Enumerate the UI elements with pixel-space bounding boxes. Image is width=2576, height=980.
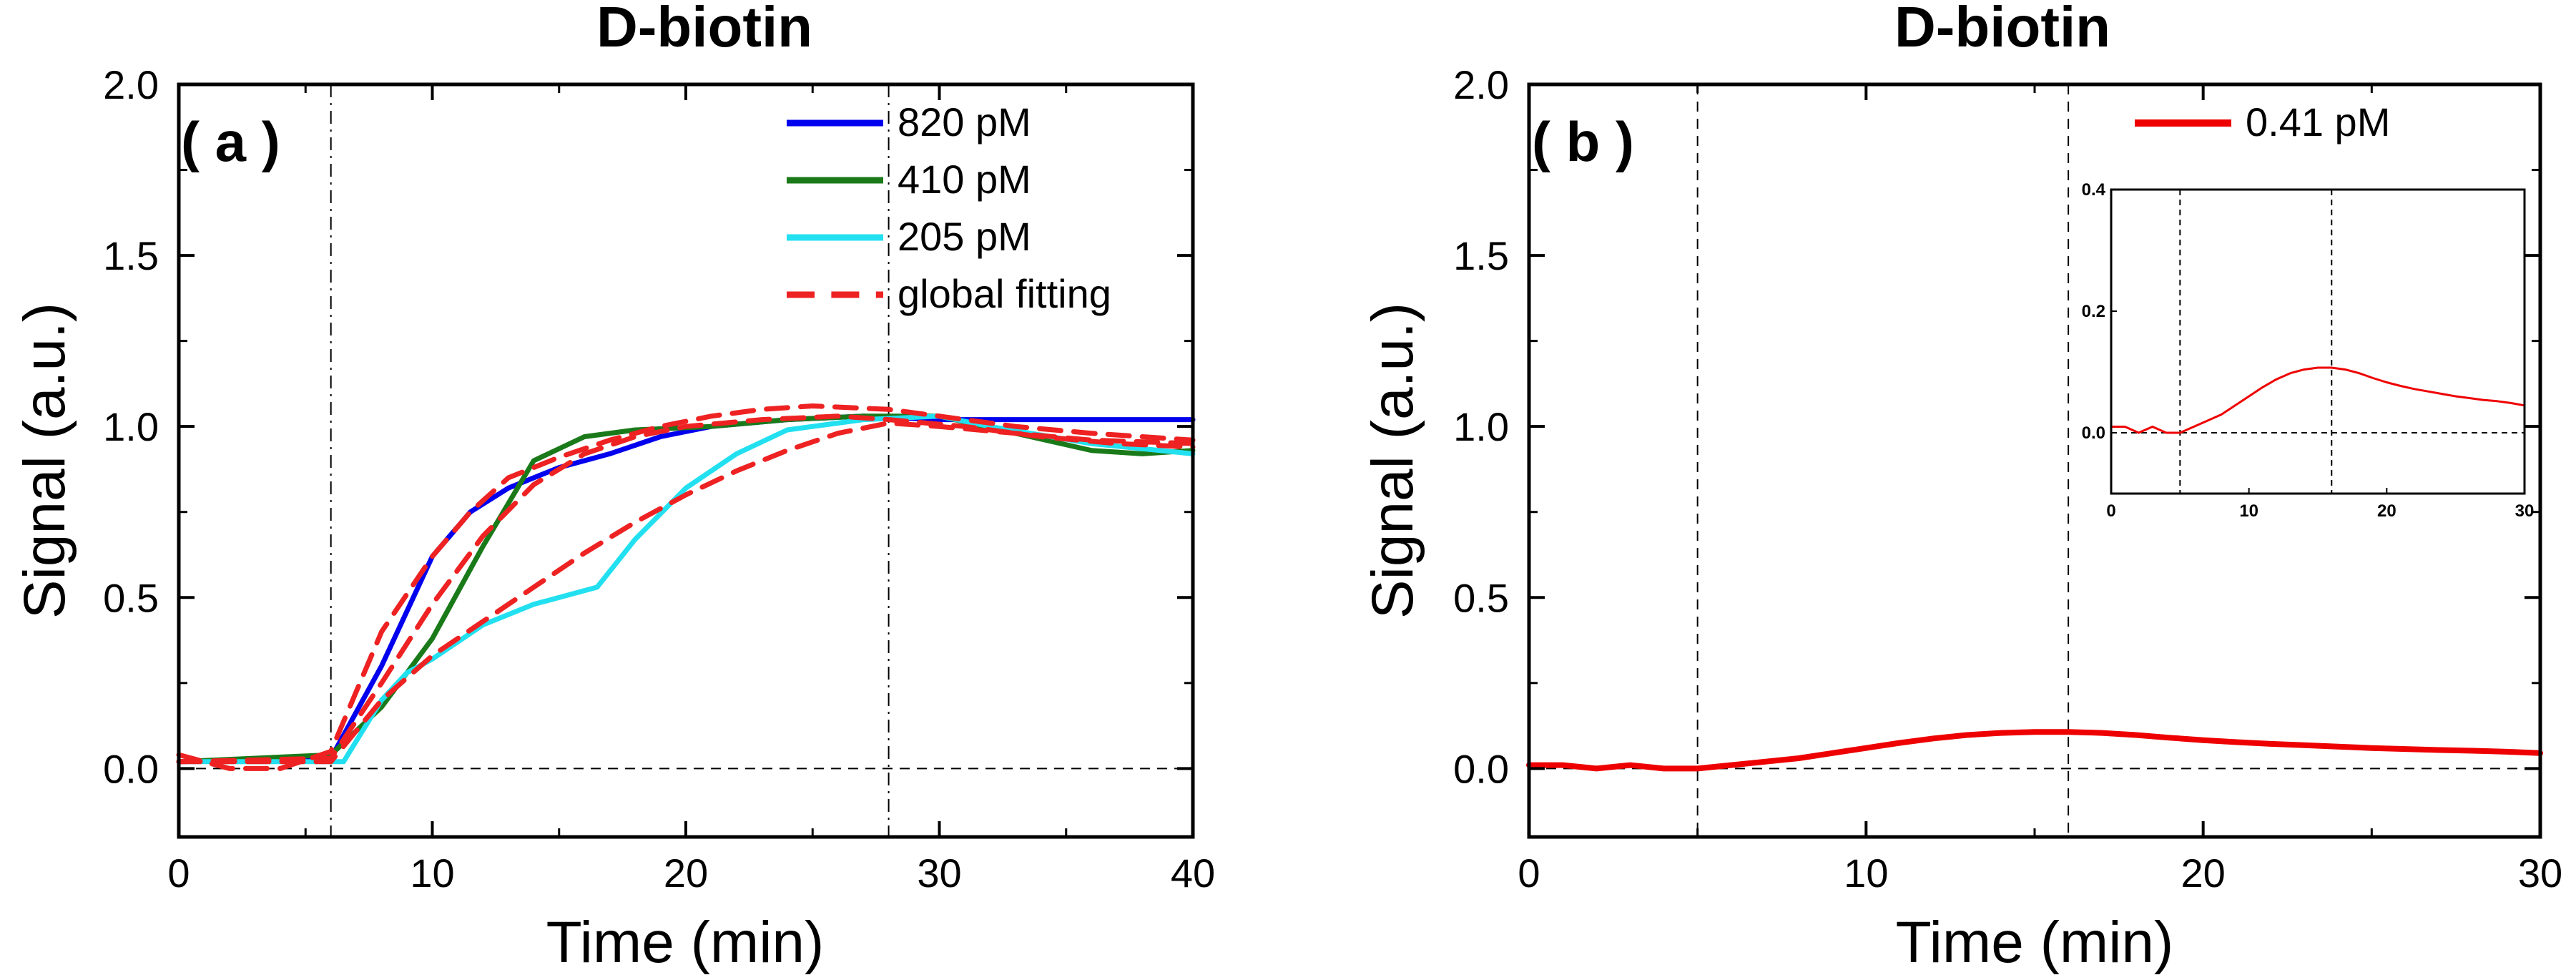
chart-b-inset-y-tick-label: 0.2 [2082, 302, 2105, 321]
chart-a-x-tick-label: 0 [167, 851, 190, 896]
chart-b-inset-x-tick-label: 30 [2515, 501, 2535, 521]
chart-a-x-tick-label: 30 [917, 851, 961, 896]
chart-b-y-tick-label: 2.0 [1453, 62, 1509, 107]
chart-b-title: D-biotin [1894, 0, 2110, 59]
chart-b-x-tick-label: 20 [2181, 851, 2226, 896]
chart-a-legend-label: 820 pM [898, 99, 1031, 144]
chart-a-series-global-fitting-205 [176, 420, 1196, 765]
chart-b-x-tick-label: 10 [1844, 851, 1888, 896]
chart-b-y-tick-label: 1.5 [1453, 233, 1509, 278]
chart-b-y-tick-label: 0.0 [1453, 746, 1509, 791]
chart-b-inset-x-tick-label: 10 [2239, 501, 2258, 521]
chart-a-title: D-biotin [596, 0, 812, 59]
chart-a-y-tick-label: 0.5 [103, 575, 159, 620]
chart-b-inset-x-tick-label: 20 [2377, 501, 2396, 521]
chart-a-x-tick-label: 10 [410, 851, 454, 896]
chart-a-y-tick-label: 2.0 [103, 62, 159, 107]
chart-panel-b: D-biotin 0 10 20 30 0.0 0.5 1.0 1.5 2.0 ( b ) Ti… [1360, 0, 2562, 975]
chart-b-inset-y-tick-label: 0.0 [2082, 423, 2105, 443]
chart-b-inset-series [2111, 366, 2525, 434]
chart-b-inset-x-tick-label: 0 [2106, 501, 2115, 521]
chart-a-legend-label: 410 pM [898, 157, 1031, 202]
chart-a-y-axis-label: Signal (a.u.) [12, 303, 77, 619]
chart-a-y-tick-label: 1.5 [103, 233, 159, 278]
chart-b-y-axis-label: Signal (a.u.) [1360, 303, 1425, 619]
chart-b-legend-label: 0.41 pM [2246, 99, 2390, 144]
chart-panel-a: D-biotin 0 10 20 30 400.00.51.01.52.0 ( a ) … [12, 0, 1215, 975]
chart-a-panel-label: ( a ) [181, 110, 280, 173]
chart-b-x-tick-label: 30 [2518, 851, 2562, 896]
chart-a-x-tick-label: 40 [1171, 851, 1215, 896]
chart-a-y-tick-label: 0.0 [103, 746, 159, 791]
chart-b-inset: 0 10 20 30 0.0 0.2 0.4 [2082, 180, 2535, 521]
chart-a-x-tick-label: 20 [664, 851, 708, 896]
chart-b-panel-label: ( b ) [1532, 110, 1634, 173]
chart-b-series-0.41-pm [1526, 729, 2543, 772]
chart-a-series-global-fitting [176, 403, 1196, 771]
chart-b-x-axis-label: Time (min) [1896, 910, 2174, 975]
chart-b-y-tick-label: 1.0 [1453, 404, 1509, 449]
chart-a-legend-label: 205 pM [898, 214, 1031, 259]
chart-a-legend-label: global fitting [898, 271, 1111, 316]
chart-b-inset-y-tick-label: 0.4 [2082, 180, 2106, 200]
chart-b-y-tick-label: 0.5 [1453, 575, 1509, 620]
chart-a-x-axis-label: Time (min) [546, 910, 825, 975]
chart-b-inset-frame [2110, 188, 2526, 495]
chart-a-y-tick-label: 1.0 [103, 404, 159, 449]
chart-b-x-tick-label: 0 [1518, 851, 1540, 896]
